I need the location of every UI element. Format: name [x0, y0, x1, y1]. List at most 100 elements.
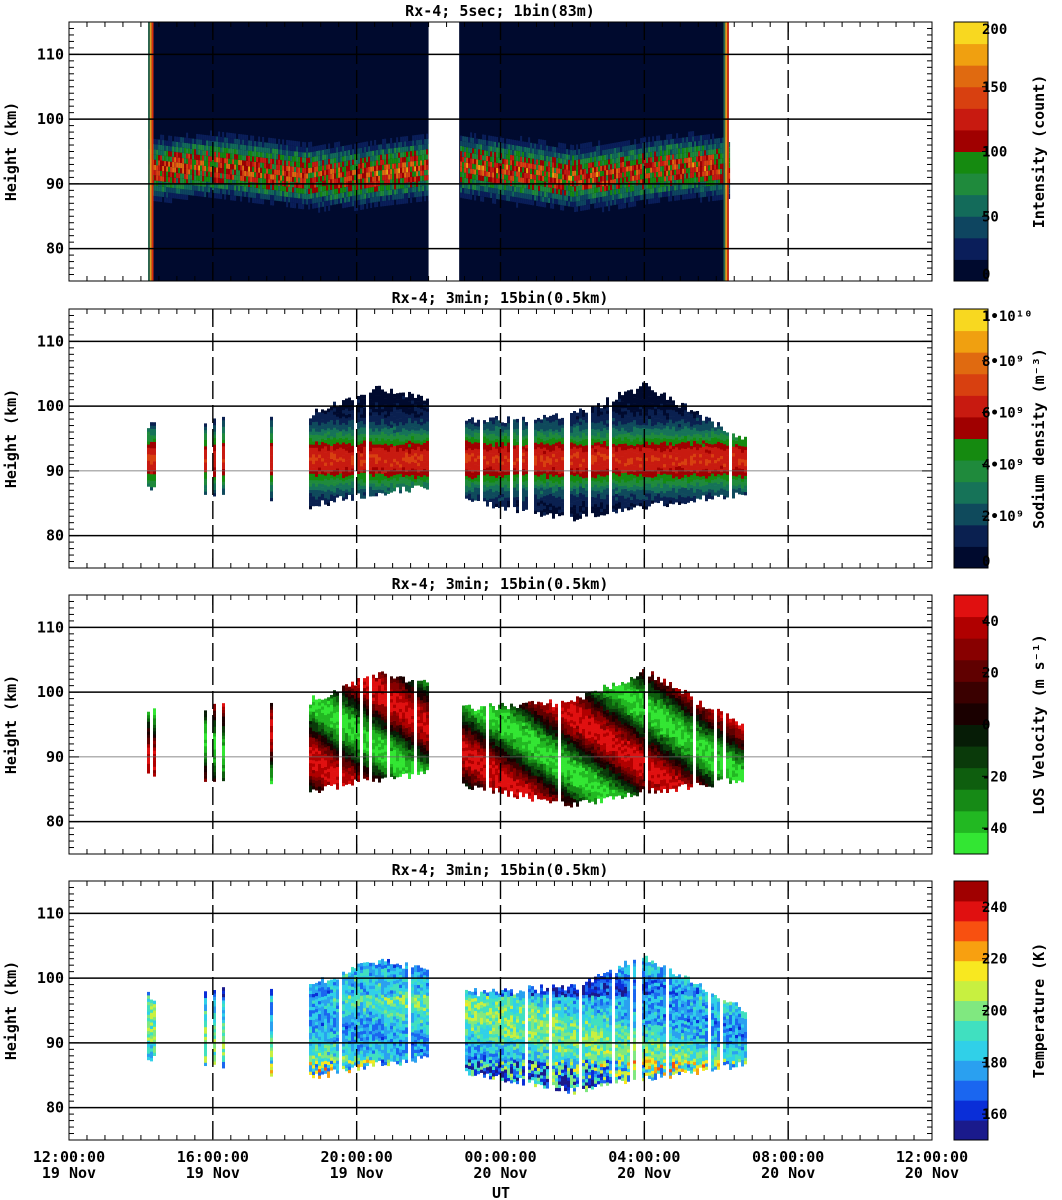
colorbar-segment [954, 1040, 988, 1061]
colorbar-tick-label: 100 [982, 145, 1007, 161]
colorbar-segment [954, 616, 988, 639]
x-tick-label-time: 12:00:00 [33, 1148, 105, 1166]
colorbar-tick-label: 240 [982, 900, 1007, 916]
colorbar-segment [954, 259, 988, 282]
panel-3: Rx-4; 3min; 15bin(0.5km) Height (km) 80 90 1… [2, 575, 1048, 855]
y-tick-label: 110 [37, 45, 64, 63]
y-tick-label: 110 [37, 904, 64, 922]
x-tick-label-time: 20:00:00 [321, 1148, 393, 1166]
y-tick-label: 110 [37, 618, 64, 636]
y-tick-label: 90 [46, 748, 64, 766]
colorbar-segment [954, 22, 988, 45]
colorbar-segment [954, 373, 988, 396]
colorbar-segment [954, 1080, 988, 1101]
x-tick-label-time: 12:00:00 [896, 1148, 968, 1166]
colorbar: 160 180 200 220 240 Temperature (K) [953, 880, 1048, 1141]
colorbar-tick-label: 220 [982, 952, 1007, 968]
colorbar-segment [954, 1000, 988, 1021]
colorbar-label: LOS Velocity (m s⁻¹) [1030, 634, 1048, 815]
colorbar-segment [954, 524, 988, 547]
colorbar-segment [954, 724, 988, 747]
colorbar-segment [954, 832, 988, 855]
colorbar-segment [954, 129, 988, 152]
colorbar-tick-label: 20 [982, 666, 999, 682]
colorbar-tick-label: 0 [982, 554, 990, 570]
panel-2: Rx-4; 3min; 15bin(0.5km) Height (km) 80 90 1… [2, 289, 1048, 570]
colorbar-tick-label: 150 [982, 80, 1007, 96]
colorbar-tick-label: 40 [982, 614, 999, 630]
x-tick-label-time: 08:00:00 [752, 1148, 824, 1166]
colorbar-tick-label: 2•10⁹ [982, 509, 1024, 525]
colorbar: 40 20 0 -20 -40 LOS Velocity (m s⁻¹) [953, 594, 1048, 855]
colorbar-segment [954, 1020, 988, 1041]
x-tick-label-date: 20 Nov [905, 1164, 959, 1182]
colorbar-tick-label: 200 [982, 22, 1007, 38]
colorbar-segment [954, 767, 988, 790]
colorbar-tick-label: 180 [982, 1055, 1007, 1071]
colorbar-segment [954, 659, 988, 682]
colorbar-segment [954, 595, 988, 618]
colorbar-tick-label: 160 [982, 1107, 1007, 1123]
colorbar-segment [954, 746, 988, 769]
y-tick-label: 100 [37, 397, 64, 415]
colorbar-tick-label: 6•10⁹ [982, 406, 1024, 422]
colorbar-tick-label: 8•10⁹ [982, 354, 1024, 370]
colorbar-segment [954, 330, 988, 353]
colorbar-segment [954, 395, 988, 418]
x-tick-label-time: 16:00:00 [177, 1148, 249, 1166]
colorbar-tick-label: 0 [982, 267, 990, 283]
y-tick-label: 80 [46, 240, 64, 258]
heatmap-data [147, 669, 744, 808]
colorbar-tick-label: 50 [982, 209, 999, 225]
colorbar-segment [954, 810, 988, 833]
colorbar-segment [954, 940, 988, 962]
colorbar-label: Sodium density (m⁻³) [1030, 348, 1048, 529]
y-tick-label: 90 [46, 1034, 64, 1052]
heatmap-data [147, 382, 747, 522]
heatmap-data [148, 22, 731, 281]
y-tick-label: 100 [37, 110, 64, 128]
colorbar-segment [954, 960, 988, 982]
colorbar-segment [954, 481, 988, 504]
panel-title: Rx-4; 3min; 15bin(0.5km) [392, 289, 609, 307]
colorbar-tick-label: 200 [982, 1004, 1007, 1020]
y-tick-label: 110 [37, 332, 64, 350]
y-axis-label: Height (km) [2, 102, 20, 201]
y-tick-label: 90 [46, 175, 64, 193]
colorbar-segment [954, 438, 988, 461]
y-tick-label: 80 [46, 527, 64, 545]
colorbar-segment [954, 702, 988, 725]
colorbar-segment [954, 789, 988, 812]
colorbar-segment [954, 920, 988, 942]
colorbar-segment [954, 173, 988, 196]
colorbar-tick-label: -20 [982, 769, 1007, 785]
x-tick-label-date: 19 Nov [330, 1164, 384, 1182]
x-tick-label-date: 19 Nov [42, 1164, 96, 1182]
colorbar-label: Intensity (count) [1030, 75, 1048, 229]
colorbar-segment [954, 309, 988, 332]
colorbar-tick-label: 1•10¹⁰ [982, 309, 1033, 325]
colorbar-segment [954, 1060, 988, 1081]
colorbar-segment [954, 980, 988, 1002]
y-tick-label: 80 [46, 813, 64, 831]
y-axis-label: Height (km) [2, 675, 20, 774]
colorbar-segment [954, 638, 988, 661]
colorbar-segment [954, 43, 988, 66]
colorbar-segment [954, 237, 988, 260]
x-tick-label-date: 20 Nov [617, 1164, 671, 1182]
colorbar-segment [954, 1100, 988, 1121]
colorbar-segment [954, 416, 988, 439]
colorbar-segment [954, 881, 988, 902]
colorbar-segment [954, 86, 988, 109]
y-axis-label: Height (km) [2, 389, 20, 488]
colorbar-segment [954, 681, 988, 704]
colorbar-segment [954, 216, 988, 239]
panel-4: Rx-4; 3min; 15bin(0.5km) Height (km) 80 90 1… [2, 861, 1048, 1141]
colorbar-segment [954, 503, 988, 526]
colorbar-segment [954, 460, 988, 483]
colorbar: 0 50 100 150 200 Intensity (count) [953, 21, 1048, 283]
y-axis-label: Height (km) [2, 961, 20, 1060]
colorbar-segment [954, 108, 988, 131]
colorbar-segment [954, 65, 988, 88]
